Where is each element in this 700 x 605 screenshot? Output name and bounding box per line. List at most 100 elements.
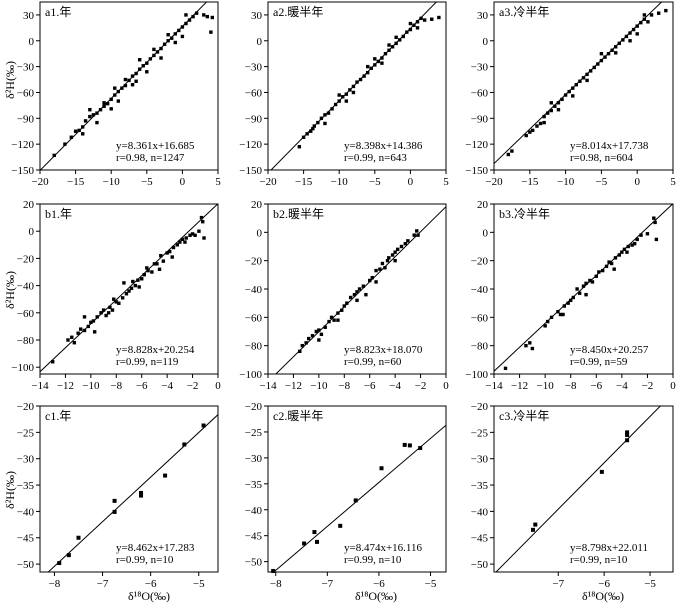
data-point	[148, 57, 153, 61]
panel-title: a3.冷半年	[499, 5, 549, 19]
data-point	[603, 55, 607, 59]
data-point	[180, 237, 185, 242]
data-point	[301, 135, 306, 139]
data-point	[524, 133, 528, 138]
data-point	[98, 107, 103, 112]
data-point	[549, 101, 553, 105]
y-tick-label: −50	[471, 559, 489, 571]
data-point	[394, 35, 398, 40]
data-point	[387, 48, 391, 52]
data-point	[596, 62, 600, 66]
data-point	[364, 292, 368, 297]
data-point	[355, 290, 359, 294]
data-point	[180, 25, 185, 29]
fit-statistics: r=0.99, n=59	[570, 356, 628, 368]
data-point	[297, 145, 302, 149]
data-point	[145, 70, 149, 74]
data-point	[300, 343, 305, 348]
x-tick-label: −14	[31, 380, 49, 392]
plot-frame	[267, 405, 447, 573]
y-tick-label: −45	[471, 533, 489, 545]
x-tick-label: −10	[82, 380, 100, 392]
data-point	[625, 250, 629, 254]
data-point	[127, 78, 131, 83]
data-point	[166, 33, 170, 37]
data-point	[538, 121, 543, 126]
data-point	[120, 86, 124, 90]
data-point	[631, 27, 636, 32]
x-tick-label: 0	[670, 380, 676, 392]
y-tick-label: −30	[17, 62, 35, 74]
y-tick-label: −100	[239, 369, 262, 381]
x-tick-label: −6	[373, 578, 385, 590]
y-tick-label: −25	[471, 427, 489, 439]
y-tick-label: −90	[245, 113, 263, 125]
data-point	[578, 79, 582, 83]
data-point	[368, 278, 372, 283]
data-point	[419, 16, 423, 21]
data-point	[405, 30, 409, 34]
y-tick-label: 20	[477, 199, 489, 211]
data-point	[358, 77, 363, 82]
data-point	[77, 128, 81, 133]
x-axis-label-c3: δ¹⁸O(‰)	[582, 589, 624, 603]
data-point	[412, 23, 416, 27]
data-point	[530, 346, 535, 351]
x-tick-label: 0	[180, 176, 186, 188]
y-tick-label: −40	[471, 284, 489, 296]
y-tick-label: −20	[17, 401, 35, 413]
data-point	[355, 298, 359, 303]
x-tick-label: −7	[552, 578, 564, 590]
y-tick-label: 0	[257, 36, 263, 48]
data-point	[613, 256, 618, 260]
data-point	[102, 101, 106, 105]
data-point	[333, 102, 338, 107]
data-point	[628, 31, 632, 35]
data-point	[63, 142, 67, 146]
data-point	[155, 262, 159, 266]
data-point	[422, 18, 427, 22]
data-point	[361, 284, 366, 288]
data-point	[134, 79, 138, 83]
data-point	[635, 237, 639, 242]
fit-equation: y=8.450x+20.257	[570, 344, 649, 356]
data-point	[566, 301, 570, 305]
data-point	[202, 236, 206, 240]
data-point	[112, 297, 116, 301]
x-tick-label: −4	[389, 380, 401, 392]
y-tick-label: −45	[245, 531, 263, 543]
data-point	[437, 15, 441, 20]
y-tick-label: 30	[251, 10, 263, 22]
data-point	[571, 295, 575, 300]
data-point	[91, 113, 96, 117]
panel-title: b2.暖半年	[273, 207, 324, 221]
data-point	[664, 8, 668, 13]
data-point	[408, 21, 413, 26]
data-point	[76, 535, 81, 540]
data-point	[340, 308, 344, 312]
plot-frame	[39, 203, 219, 375]
y-axis-label-row-a: δ²H(‰)	[3, 61, 17, 99]
data-point	[345, 301, 349, 305]
data-point	[95, 120, 99, 125]
data-point	[614, 45, 618, 49]
panel-b1: −14 −12 −10 −8 −6 −4 −2 0−100−80−60−40−20020b1.…	[11, 199, 221, 392]
data-point	[649, 13, 654, 17]
data-point	[120, 296, 125, 300]
data-point	[163, 473, 168, 478]
data-point	[140, 277, 144, 281]
data-point	[102, 104, 106, 108]
data-point	[323, 325, 327, 329]
data-point	[188, 233, 192, 237]
data-point	[82, 315, 87, 319]
data-point	[72, 341, 77, 345]
x-tick-label: −8	[270, 578, 282, 590]
data-point	[628, 39, 632, 43]
plot-frame	[39, 1, 219, 171]
data-point	[646, 20, 650, 24]
panel-b3: −14 −12 −10 −8 −6 −4 −2 0−100−80−60−40−20020b3.…	[465, 199, 676, 392]
panel-title: c3.冷半年	[499, 409, 549, 423]
y-tick-label: 0	[257, 227, 263, 239]
data-point	[99, 311, 103, 315]
data-point	[69, 135, 74, 139]
